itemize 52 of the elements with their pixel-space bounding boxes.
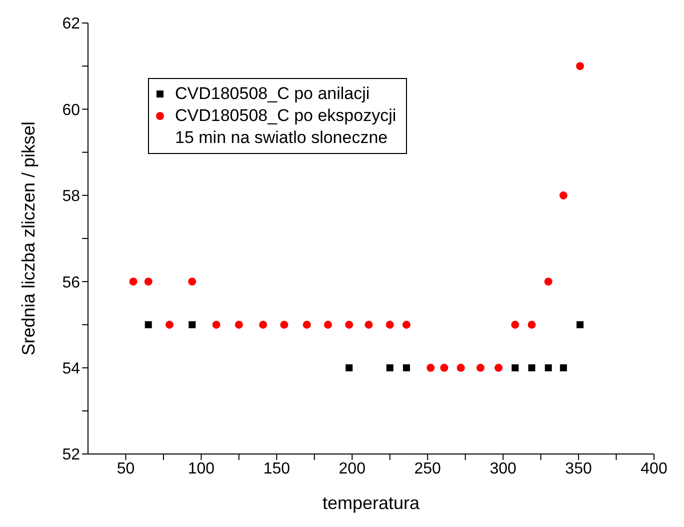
point [386,364,394,372]
x-tick-label: 200 [338,460,366,478]
legend-label: CVD180508_C po anilacji [175,83,370,105]
point [345,320,354,329]
y-tick-label: 54 [62,360,80,378]
point [302,320,311,329]
point [528,364,536,372]
y-tick-label: 58 [62,188,80,206]
point [346,364,353,372]
point [511,320,520,329]
x-tick-label: 150 [263,460,290,478]
point [259,320,268,329]
y-tick-label: 60 [62,102,80,119]
point [576,321,584,328]
y-tick-label: 56 [62,274,80,292]
point [144,278,152,286]
point [212,320,220,329]
point [324,320,332,329]
legend-label: CVD180508_C po ekspozycji 15 min na swiatlo sloneczne [175,105,396,149]
point [386,320,394,329]
point [576,62,584,70]
y-tick-label: 52 [62,446,80,464]
x-tick-label: 50 [116,460,135,478]
point [512,364,519,372]
point [528,320,536,329]
point [456,364,465,372]
x-tick-label: 250 [414,460,442,478]
point [426,364,435,372]
x-tick-label: 350 [565,460,592,478]
point [402,364,410,372]
point [144,321,152,328]
point [166,320,174,329]
point [234,320,243,329]
x-tick-label: 100 [188,460,215,478]
point [476,364,484,372]
x-tick-label: 300 [490,460,517,478]
point [544,278,552,286]
point [560,364,567,372]
point [402,320,410,329]
point [280,320,288,329]
point [188,278,196,286]
x-tick-label: 400 [640,460,668,478]
point [494,364,503,372]
point [440,364,448,372]
y-axis-title: Srednia liczba zliczen / piksel [18,121,38,356]
point [364,320,373,329]
point [544,364,552,372]
x-axis-title: temperatura [322,493,421,513]
y-tick-label: 62 [62,16,80,33]
point [559,191,568,200]
point [188,321,196,328]
point [129,278,138,286]
